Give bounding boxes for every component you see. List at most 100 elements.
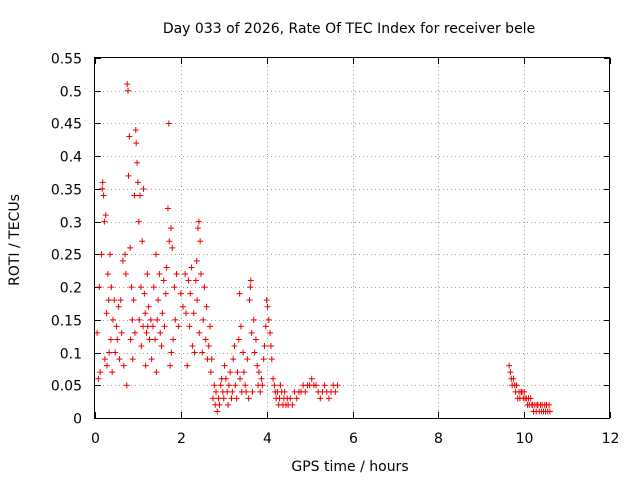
data-point <box>271 382 278 389</box>
data-point <box>240 349 247 356</box>
data-point <box>97 369 104 376</box>
data-point <box>117 297 124 304</box>
data-point <box>123 382 130 389</box>
data-point <box>257 388 264 395</box>
chart-title: Day 033 of 2026, Rate Of TEC Index for r… <box>163 21 535 37</box>
data-point <box>258 375 265 382</box>
y-tick-label: 0.55 <box>51 52 82 68</box>
data-point <box>196 329 203 336</box>
y-axis: 0 0.05 0.1 0.15 0.2 0.25 0.3 0.35 0.4 0.45 0.5 0.55 <box>51 52 610 428</box>
data-point <box>192 277 199 284</box>
data-point <box>289 401 296 408</box>
data-point <box>233 395 240 402</box>
y-tick-label: 0.05 <box>51 379 82 395</box>
data-point <box>244 356 251 363</box>
data-point <box>317 395 324 402</box>
data-point <box>186 323 193 330</box>
data-point <box>248 329 255 336</box>
data-point <box>155 297 162 304</box>
data-point <box>195 225 201 232</box>
data-point <box>255 369 262 376</box>
data-point <box>142 310 149 317</box>
data-point <box>112 349 119 356</box>
data-point <box>262 323 269 330</box>
data-point <box>506 362 513 369</box>
data-point <box>133 140 140 147</box>
data-point <box>128 284 135 291</box>
data-point <box>126 133 133 140</box>
data-point <box>141 290 148 297</box>
data-point <box>277 382 284 389</box>
data-point <box>521 388 528 395</box>
data-point <box>213 388 220 395</box>
data-point <box>208 356 215 363</box>
data-point <box>130 297 137 304</box>
data-point <box>115 303 122 310</box>
data-point <box>177 290 184 297</box>
data-point <box>120 362 127 369</box>
data-point <box>114 336 121 343</box>
data-point <box>321 382 328 389</box>
data-point <box>231 343 238 349</box>
data-point <box>202 336 209 343</box>
data-point <box>221 362 228 369</box>
data-point <box>96 284 103 291</box>
data-point <box>146 336 153 343</box>
data-point <box>332 388 339 395</box>
data-point <box>308 375 315 382</box>
data-point <box>325 395 332 402</box>
data-point <box>100 192 107 199</box>
data-point <box>184 362 191 369</box>
data-point <box>261 343 268 349</box>
data-point <box>102 212 109 219</box>
data-point <box>161 323 168 330</box>
data-point <box>144 323 151 330</box>
data-point <box>139 238 146 245</box>
y-tick-label: 0.45 <box>51 117 82 133</box>
data-point <box>243 388 250 395</box>
data-point <box>143 329 150 336</box>
data-point <box>230 356 237 363</box>
data-point <box>203 303 210 310</box>
data-point <box>172 316 179 323</box>
data-point <box>182 310 189 317</box>
data-point <box>215 395 222 402</box>
data-point <box>154 316 161 323</box>
data-point <box>263 297 270 304</box>
data-point <box>302 388 309 395</box>
data-point <box>163 264 170 271</box>
data-point <box>281 388 288 395</box>
data-point <box>118 329 125 336</box>
data-point <box>198 271 205 277</box>
y-tick-label: 0.4 <box>60 150 82 166</box>
data-point <box>527 395 534 402</box>
data-point <box>259 382 266 389</box>
data-point <box>268 356 275 363</box>
data-point <box>125 172 132 179</box>
data-point <box>150 284 157 291</box>
data-point <box>240 369 247 376</box>
data-point <box>205 343 212 349</box>
data-point <box>199 349 206 356</box>
data-point <box>510 375 517 382</box>
data-point <box>190 310 197 317</box>
data-point <box>101 356 108 363</box>
data-point <box>149 323 156 330</box>
data-point <box>116 356 123 363</box>
data-point <box>134 179 141 186</box>
data-point <box>127 244 134 251</box>
data-point <box>293 395 300 402</box>
data-point <box>191 349 198 356</box>
data-point <box>136 316 143 323</box>
data-point <box>164 205 171 212</box>
data-point <box>267 329 274 336</box>
data-point <box>211 382 218 389</box>
x-tick-label: 10 <box>516 431 534 447</box>
data-point <box>153 369 160 376</box>
data-point <box>157 329 164 336</box>
data-point <box>119 257 126 264</box>
data-point <box>124 81 131 88</box>
data-point <box>104 362 111 369</box>
data-point <box>247 284 254 291</box>
data-point <box>237 375 244 382</box>
